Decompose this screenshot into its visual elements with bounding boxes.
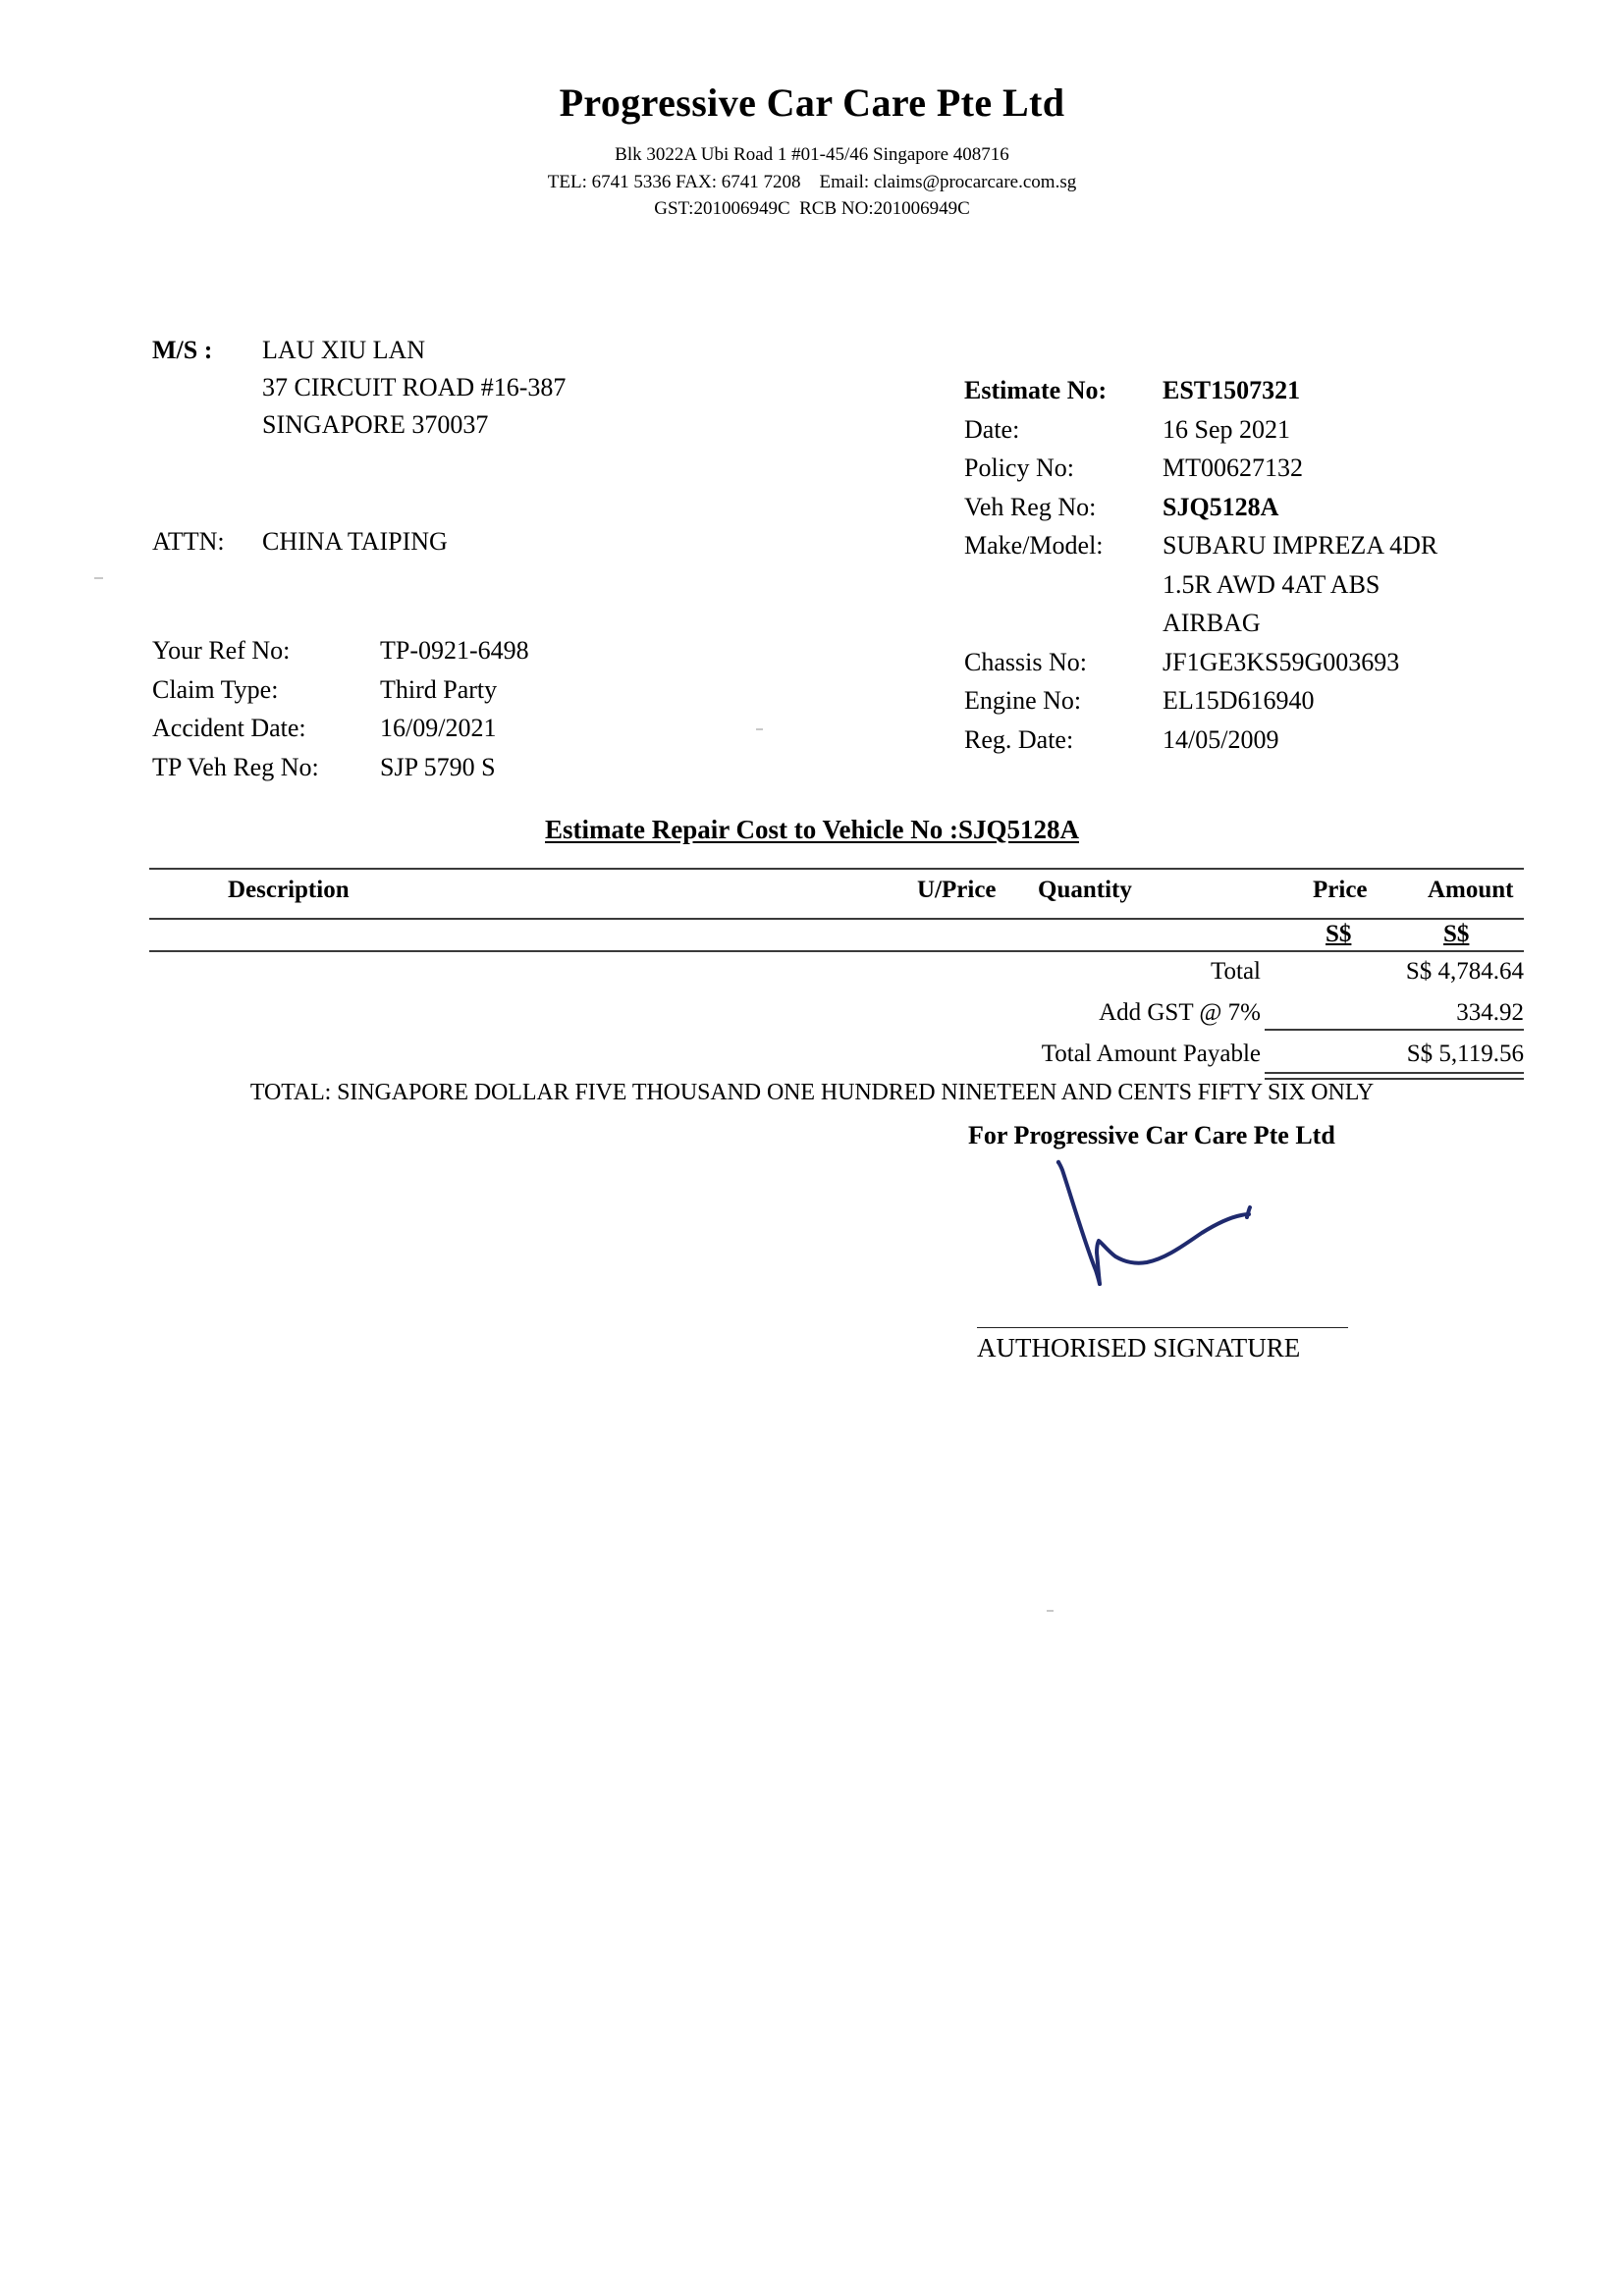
spacer xyxy=(152,406,262,444)
recipient-name-row: M/S : LAU XIU LAN xyxy=(152,332,898,369)
gst-value: 334.92 xyxy=(1456,999,1524,1026)
totals-double-rule-top xyxy=(1265,1072,1524,1074)
policy-no-label: Policy No: xyxy=(964,454,1074,483)
column-header-quantity: Quantity xyxy=(1038,877,1132,903)
recipient-address-row-2: SINGAPORE 370037 xyxy=(152,406,898,444)
signature-caption: AUTHORISED SIGNATURE xyxy=(977,1333,1301,1362)
tp-veh-reg-value: SJP 5790 S xyxy=(380,752,496,781)
scan-speckle xyxy=(94,577,103,579)
table-currency-headers: S$ S$ xyxy=(149,921,1524,954)
spacer xyxy=(152,369,262,406)
company-address-line-1: Blk 3022A Ubi Road 1 #01-45/46 Singapore… xyxy=(615,144,1009,165)
accident-date-row: Accident Date: 16/09/2021 xyxy=(152,709,879,748)
engine-no-value: EL15D616940 xyxy=(1163,686,1315,716)
total-payable-value: S$ 5,119.56 xyxy=(1406,1041,1524,1067)
attention-block: ATTN: CHINA TAIPING xyxy=(152,523,898,561)
ms-label: M/S : xyxy=(152,336,213,364)
estimate-no-value: EST1507321 xyxy=(1163,376,1301,404)
make-model-row: Make/Model: SUBARU IMPREZA 4DR xyxy=(964,526,1573,565)
currency-header-price: S$ xyxy=(1326,921,1352,947)
column-header-amount: Amount xyxy=(1428,877,1514,903)
estimate-date-label: Date: xyxy=(964,414,1020,444)
column-header-price: Price xyxy=(1313,877,1368,903)
estimate-no-row: Estimate No: EST1507321 xyxy=(964,371,1573,410)
policy-no-value: MT00627132 xyxy=(1163,454,1303,483)
table-rule-under-currency xyxy=(149,950,1524,952)
veh-reg-no-row: Veh Reg No: SJQ5128A xyxy=(964,488,1573,527)
make-model-label: Make/Model: xyxy=(964,531,1104,561)
your-ref-value: TP-0921-6498 xyxy=(380,636,529,665)
total-value: S$ 4,784.64 xyxy=(1405,958,1524,985)
table-column-headers: Description U/Price Quantity Price Amoun… xyxy=(149,877,1524,912)
make-model-value-line-2: 1.5R AWD 4AT ABS xyxy=(1163,569,1380,599)
scan-speckle xyxy=(1047,1610,1054,1612)
attn-label: ATTN: xyxy=(152,527,225,556)
scan-speckle xyxy=(756,728,763,730)
repair-cost-title-text: Estimate Repair Cost to Vehicle No :SJQ5… xyxy=(545,815,1079,844)
attn-value: CHINA TAIPING xyxy=(262,527,448,556)
reg-date-label: Reg. Date: xyxy=(964,724,1074,754)
recipient-address-line-2: SINGAPORE 370037 xyxy=(262,409,489,439)
gst-label: Add GST @ 7% xyxy=(1099,999,1261,1026)
estimate-date-value: 16 Sep 2021 xyxy=(1163,414,1290,444)
make-model-value: SUBARU IMPREZA 4DR xyxy=(1163,531,1438,561)
signature-for-line: For Progressive Car Care Pte Ltd xyxy=(968,1121,1335,1149)
estimate-no-label: Estimate No: xyxy=(964,376,1108,404)
handwritten-signature-icon xyxy=(1056,1159,1252,1286)
tp-veh-reg-label: TP Veh Reg No: xyxy=(152,752,319,781)
company-address-line-2: TEL: 6741 5336 FAX: 6741 7208 Email: cla… xyxy=(547,171,1077,192)
veh-reg-no-value: SJQ5128A xyxy=(1163,492,1279,521)
claim-type-label: Claim Type: xyxy=(152,674,279,704)
totals-double-rule-bottom xyxy=(1265,1078,1524,1080)
company-address: Blk 3022A Ubi Road 1 #01-45/46 Singapore… xyxy=(0,141,1624,223)
policy-no-row: Policy No: MT00627132 xyxy=(964,449,1573,488)
recipient-address-line-1: 37 CIRCUIT ROAD #16-387 xyxy=(262,372,567,401)
signature-area xyxy=(968,1150,1341,1288)
totals-row: Total S$ 4,784.64 xyxy=(149,954,1524,995)
reference-block: Your Ref No: TP-0921-6498 Claim Type: Th… xyxy=(152,631,879,786)
column-header-description: Description xyxy=(228,877,350,903)
engine-no-row: Engine No: EL15D616940 xyxy=(964,681,1573,721)
company-name: Progressive Car Care Pte Ltd xyxy=(559,80,1065,125)
claim-type-row: Claim Type: Third Party xyxy=(152,670,879,710)
total-payable-label: Total Amount Payable xyxy=(1041,1041,1261,1067)
amount-in-words: TOTAL: SINGAPORE DOLLAR FIVE THOUSAND ON… xyxy=(249,1080,1375,1105)
attention-row: ATTN: CHINA TAIPING xyxy=(152,523,898,561)
recipient-block: M/S : LAU XIU LAN 37 CIRCUIT ROAD #16-38… xyxy=(152,332,898,444)
table-rule-top xyxy=(149,868,1524,870)
signature-block: For Progressive Car Care Pte Ltd xyxy=(968,1121,1341,1288)
chassis-no-label: Chassis No: xyxy=(964,647,1087,676)
totals-section: Total S$ 4,784.64 Add GST @ 7% 334.92 To… xyxy=(149,954,1524,1078)
engine-no-label: Engine No: xyxy=(964,686,1082,716)
accident-date-value: 16/09/2021 xyxy=(380,714,497,743)
company-address-line-3: GST:201006949C RCB NO:201006949C xyxy=(654,198,970,220)
repair-cost-title: Estimate Repair Cost to Vehicle No :SJQ5… xyxy=(0,815,1624,845)
currency-header-amount: S$ xyxy=(1443,921,1470,947)
your-ref-row: Your Ref No: TP-0921-6498 xyxy=(152,631,879,670)
chassis-no-row: Chassis No: JF1GE3KS59G003693 xyxy=(964,643,1573,682)
estimate-date-row: Date: 16 Sep 2021 xyxy=(964,410,1573,450)
estimate-details-block: Estimate No: EST1507321 Date: 16 Sep 202… xyxy=(964,371,1573,759)
your-ref-label: Your Ref No: xyxy=(152,636,291,665)
totals-row: Total Amount Payable S$ 5,119.56 xyxy=(149,1037,1524,1078)
chassis-no-value: JF1GE3KS59G003693 xyxy=(1163,647,1400,676)
tp-veh-reg-row: TP Veh Reg No: SJP 5790 S xyxy=(152,748,879,787)
claim-type-value: Third Party xyxy=(380,674,498,704)
recipient-address-row-1: 37 CIRCUIT ROAD #16-387 xyxy=(152,369,898,406)
totals-separator-rule xyxy=(1265,1029,1524,1031)
letterhead: Progressive Car Care Pte Ltd Blk 3022A U… xyxy=(0,80,1624,223)
veh-reg-no-label: Veh Reg No: xyxy=(964,492,1097,521)
totals-row: Add GST @ 7% 334.92 xyxy=(149,995,1524,1037)
reg-date-value: 14/05/2009 xyxy=(1163,724,1279,754)
recipient-name: LAU XIU LAN xyxy=(262,336,426,364)
column-header-uprice: U/Price xyxy=(917,877,997,903)
reg-date-row: Reg. Date: 14/05/2009 xyxy=(964,721,1573,760)
signature-line xyxy=(977,1327,1348,1328)
table-rule-under-headers xyxy=(149,918,1524,920)
accident-date-label: Accident Date: xyxy=(152,714,306,743)
total-label: Total xyxy=(1210,958,1261,985)
make-model-value-line-3: AIRBAG xyxy=(1163,609,1261,638)
